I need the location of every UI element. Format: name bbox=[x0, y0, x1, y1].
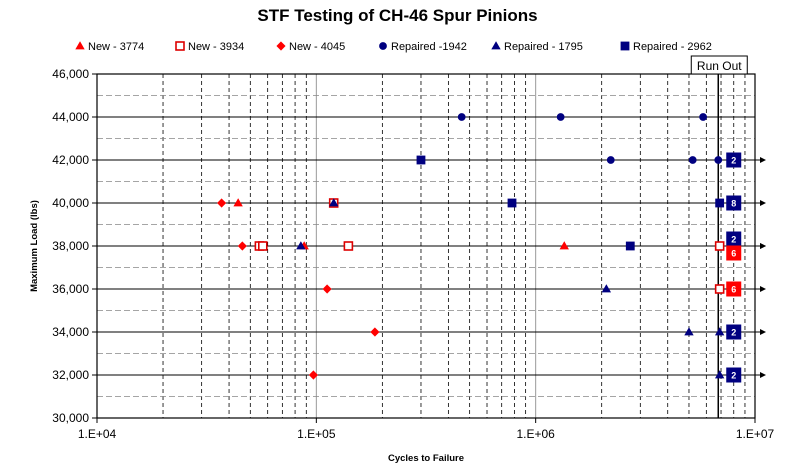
data-point-series-4 bbox=[606, 156, 615, 164]
data-point-series-2 bbox=[343, 241, 354, 251]
runout-badge-count: 2 bbox=[731, 328, 736, 338]
data-point-series-5 bbox=[296, 241, 306, 250]
legend-marker-series-1 bbox=[75, 41, 85, 50]
runout-label-box bbox=[690, 55, 748, 75]
chart-title: STF Testing of CH-46 Spur Pinions bbox=[257, 6, 538, 25]
data-point-series-3 bbox=[237, 241, 247, 251]
data-point-series-3 bbox=[308, 370, 318, 380]
data-point-series-1 bbox=[233, 198, 243, 207]
runout-arrowhead bbox=[760, 286, 766, 292]
runout-badge bbox=[726, 245, 742, 261]
data-point-series-6 bbox=[715, 198, 725, 208]
data-point-series-2 bbox=[257, 241, 268, 251]
runout-arrowhead bbox=[760, 372, 766, 378]
data-point-series-4 bbox=[688, 156, 697, 164]
data-point-series-6 bbox=[416, 155, 426, 165]
y-tick-label: 44,000 bbox=[52, 110, 89, 124]
data-point-series-2 bbox=[714, 284, 725, 294]
runout-badge bbox=[726, 367, 742, 383]
x-tick-label: 1.E+05 bbox=[297, 427, 336, 441]
legend-label-series-6: Repaired - 2962 bbox=[633, 41, 712, 53]
legend-label-series-2: New - 3934 bbox=[188, 41, 244, 53]
runout-badge-count: 2 bbox=[731, 156, 736, 166]
y-tick-label: 30,000 bbox=[52, 411, 89, 425]
data-point-series-4 bbox=[556, 113, 565, 121]
runout-arrowhead bbox=[760, 329, 766, 335]
runout-label: Run Out bbox=[697, 59, 742, 73]
runout-badge-count: 6 bbox=[731, 249, 736, 259]
y-tick-label: 36,000 bbox=[52, 282, 89, 296]
runout-badge-count: 8 bbox=[731, 199, 736, 209]
legend-marker-series-6 bbox=[620, 41, 630, 51]
legend-label-series-5: Repaired - 1795 bbox=[504, 41, 583, 53]
data-point-series-3 bbox=[370, 327, 380, 337]
data-point-series-3 bbox=[322, 284, 332, 294]
data-point-series-4 bbox=[457, 113, 466, 121]
x-tick-label: 1.E+04 bbox=[78, 427, 117, 441]
data-point-series-5 bbox=[601, 284, 612, 293]
data-point-series-3 bbox=[217, 198, 227, 208]
y-tick-label: 34,000 bbox=[52, 325, 89, 339]
runout-arrowhead bbox=[760, 157, 766, 163]
runout-badge bbox=[726, 152, 742, 168]
data-point-series-5 bbox=[714, 370, 725, 379]
data-point-series-5 bbox=[329, 198, 339, 207]
y-tick-label: 42,000 bbox=[52, 153, 89, 167]
data-point-series-6 bbox=[507, 198, 517, 208]
legend-marker-series-4 bbox=[379, 42, 387, 50]
runout-badge bbox=[726, 324, 742, 340]
legend-marker-series-3 bbox=[276, 41, 286, 51]
runout-badge bbox=[726, 195, 742, 211]
legend-label-series-3: New - 4045 bbox=[289, 41, 345, 53]
data-point-series-5 bbox=[684, 327, 694, 336]
data-point-series-1 bbox=[559, 241, 569, 250]
y-tick-label: 38,000 bbox=[52, 239, 89, 253]
x-axis-title: Cycles to Failure bbox=[388, 453, 464, 464]
y-tick-label: 32,000 bbox=[52, 368, 89, 382]
runout-arrowhead bbox=[760, 243, 766, 249]
runout-badge-count: 6 bbox=[731, 285, 736, 295]
data-point-series-5 bbox=[714, 327, 725, 336]
legend-label-series-4: Repaired -1942 bbox=[391, 41, 467, 53]
y-tick-label: 46,000 bbox=[52, 67, 89, 81]
runout-badge bbox=[726, 281, 742, 297]
runout-badge-count: 2 bbox=[731, 371, 736, 381]
runout-badge-count: 2 bbox=[731, 235, 736, 245]
legend-marker-series-5 bbox=[491, 41, 501, 50]
y-tick-label: 40,000 bbox=[52, 196, 89, 210]
data-point-series-4 bbox=[714, 156, 723, 164]
data-point-series-4 bbox=[699, 113, 708, 121]
data-point-series-6 bbox=[625, 241, 635, 251]
legend-label-series-1: New - 3774 bbox=[88, 41, 144, 53]
x-tick-label: 1.E+07 bbox=[736, 427, 775, 441]
runout-arrowhead bbox=[760, 200, 766, 206]
x-tick-label: 1.E+06 bbox=[516, 427, 555, 441]
y-axis-title: Maximum Load (lbs) bbox=[29, 200, 40, 292]
data-point-series-2 bbox=[714, 241, 725, 251]
legend-marker-series-2 bbox=[175, 41, 185, 51]
